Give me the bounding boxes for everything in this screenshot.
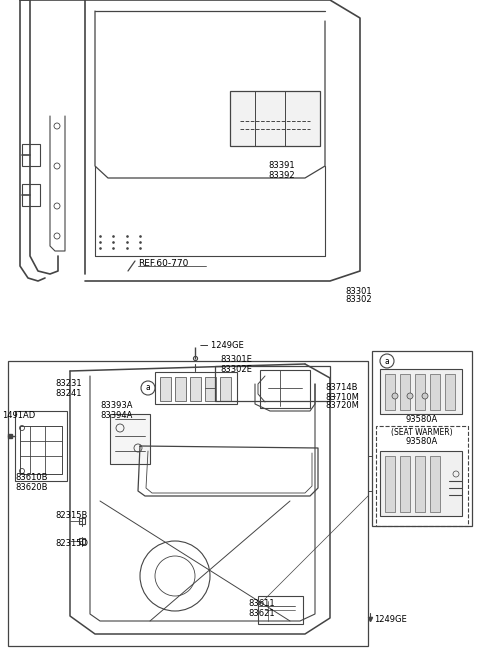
Text: 83620B: 83620B	[15, 483, 48, 491]
Bar	[22, 144, 40, 166]
Text: 83621: 83621	[248, 609, 275, 617]
Bar	[376, 426, 468, 526]
Text: 83302: 83302	[345, 295, 372, 304]
Bar	[190, 377, 201, 401]
Text: — 1249GE: — 1249GE	[200, 342, 244, 350]
Text: 1491AD: 1491AD	[2, 411, 35, 420]
Circle shape	[392, 393, 398, 399]
Bar	[415, 456, 425, 512]
Bar	[380, 451, 462, 516]
Text: a: a	[384, 356, 389, 365]
Text: 83710M: 83710M	[325, 392, 359, 401]
Bar	[385, 374, 395, 410]
Bar	[155, 372, 237, 404]
Text: 83392: 83392	[268, 171, 295, 180]
Bar	[215, 366, 330, 401]
Bar	[385, 456, 395, 512]
Text: 1249GE: 1249GE	[374, 615, 407, 623]
Bar	[400, 456, 410, 512]
Bar	[8, 361, 368, 646]
Bar	[205, 377, 216, 401]
Text: 83391: 83391	[268, 161, 295, 171]
Bar	[372, 351, 472, 526]
Circle shape	[422, 393, 428, 399]
Bar	[160, 377, 171, 401]
Bar	[430, 456, 440, 512]
Text: 83714B: 83714B	[325, 384, 358, 392]
Text: (SEAT WARMER): (SEAT WARMER)	[391, 428, 453, 438]
Text: 83611: 83611	[248, 600, 275, 609]
Bar	[380, 369, 462, 414]
Bar	[220, 377, 231, 401]
Bar	[430, 374, 440, 410]
Bar	[22, 184, 40, 206]
Bar	[15, 411, 67, 481]
Circle shape	[407, 393, 413, 399]
Bar	[400, 374, 410, 410]
Text: 83610B: 83610B	[15, 474, 48, 483]
Bar	[110, 414, 150, 464]
Text: 83301E: 83301E	[220, 356, 252, 365]
Text: 82315B: 82315B	[55, 512, 87, 520]
Text: 93580A: 93580A	[406, 438, 438, 447]
Text: REF.60-770: REF.60-770	[138, 258, 188, 268]
Text: 83393A: 83393A	[100, 401, 132, 411]
Bar	[258, 596, 303, 624]
Text: 83720M: 83720M	[325, 401, 359, 411]
Text: 83241: 83241	[55, 388, 82, 398]
Bar	[415, 374, 425, 410]
Text: 83394A: 83394A	[100, 411, 132, 419]
Text: 93580A: 93580A	[406, 415, 438, 424]
Bar	[260, 370, 310, 408]
Bar	[230, 91, 320, 146]
Text: a: a	[145, 384, 150, 392]
Bar	[445, 374, 455, 410]
Text: 82315D: 82315D	[55, 539, 88, 548]
Bar	[175, 377, 186, 401]
Text: 83231: 83231	[55, 380, 82, 388]
Text: 83302E: 83302E	[220, 365, 252, 373]
Text: 83301: 83301	[345, 287, 372, 295]
